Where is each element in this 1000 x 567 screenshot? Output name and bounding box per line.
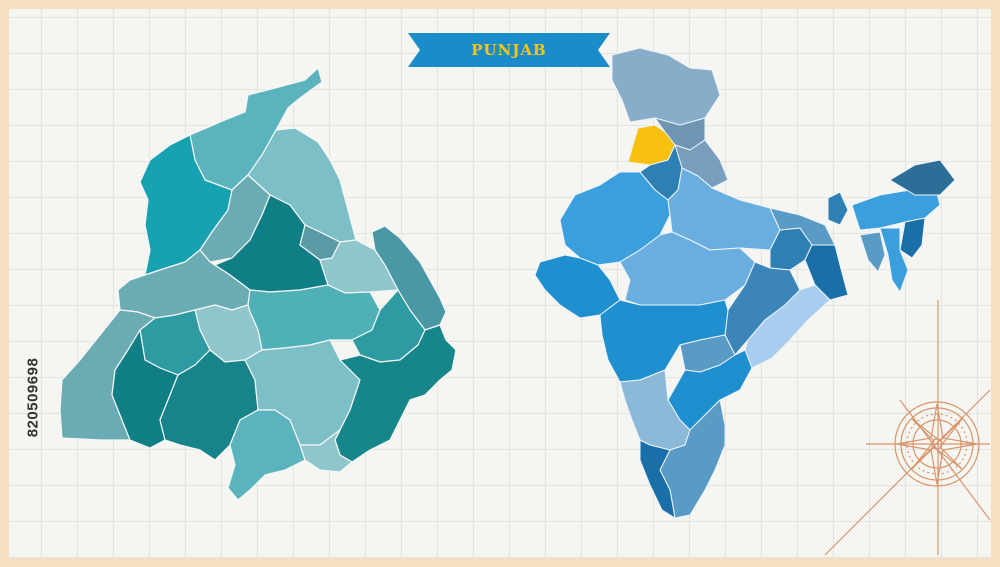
- state: [899, 217, 926, 259]
- compass-rose-icon: [824, 300, 991, 556]
- map-canvas: PUNJAB 820509698: [9, 9, 991, 558]
- stock-id-label: 820509698: [24, 357, 42, 438]
- district: [227, 409, 306, 501]
- district: [299, 429, 353, 473]
- state: [827, 191, 849, 226]
- title-banner: PUNJAB: [408, 33, 610, 67]
- state: [804, 244, 849, 301]
- state: [611, 47, 721, 126]
- state: [879, 227, 909, 293]
- maps-svg: [59, 47, 991, 556]
- district: [111, 329, 179, 449]
- state: [889, 159, 956, 196]
- state: [534, 254, 621, 319]
- state: [639, 439, 676, 519]
- india-state-map: [534, 47, 956, 519]
- map-title: PUNJAB: [471, 41, 547, 59]
- district: [334, 324, 457, 463]
- state: [859, 231, 886, 273]
- state: [744, 284, 831, 369]
- punjab-district-map: [59, 67, 457, 501]
